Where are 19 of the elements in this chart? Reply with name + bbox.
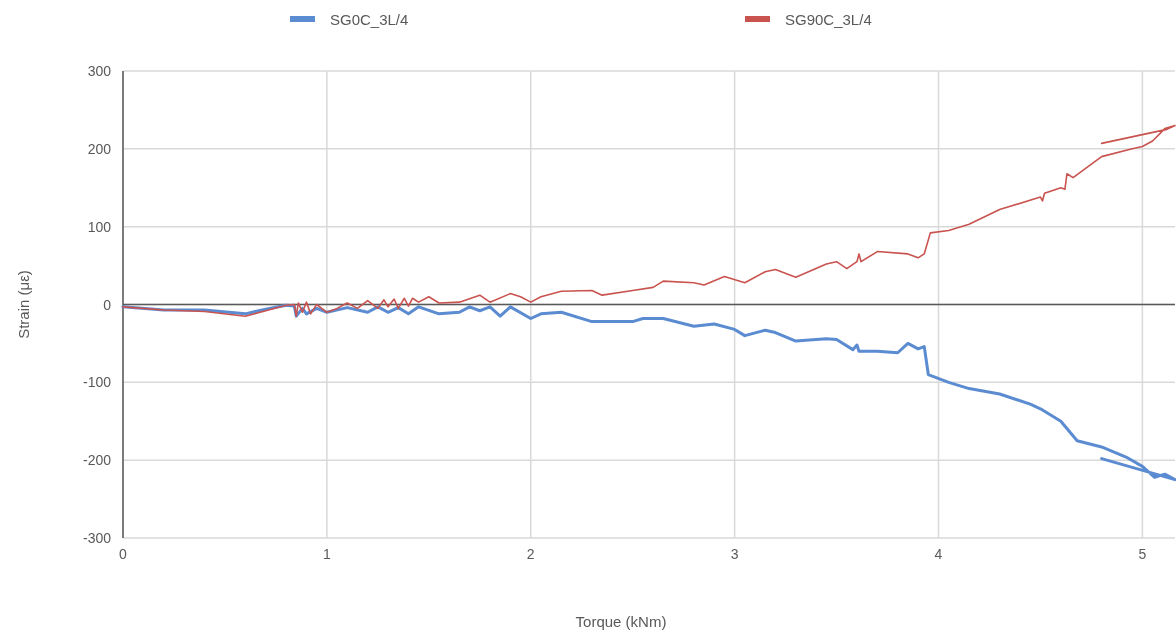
- y-tick-label: 200: [87, 140, 112, 157]
- x-tick-label: 2: [526, 546, 535, 562]
- line-series: [122, 124, 1176, 317]
- legend-label: SG0C_3L/4: [330, 11, 409, 28]
- legend-label: SG90C_3L/4: [785, 11, 872, 28]
- x-axis-title: Torque (kNm): [575, 613, 667, 630]
- y-axis-title: Strain (με): [15, 270, 32, 339]
- y-tick-label: -100: [82, 374, 112, 391]
- x-tick-label: 4: [934, 546, 943, 562]
- x-tick-label: 5: [1138, 546, 1147, 562]
- y-tick-label: 0: [103, 296, 112, 313]
- y-tick-label: 100: [87, 218, 112, 235]
- y-tick-label: -200: [82, 452, 112, 469]
- y-tick-label: 300: [87, 63, 112, 79]
- x-tick-label: 0: [119, 546, 128, 562]
- y-tick-label: -300: [82, 530, 112, 546]
- x-tick-label: 1: [322, 546, 331, 562]
- x-tick-label: 3: [730, 546, 739, 562]
- line-series: [121, 303, 1176, 482]
